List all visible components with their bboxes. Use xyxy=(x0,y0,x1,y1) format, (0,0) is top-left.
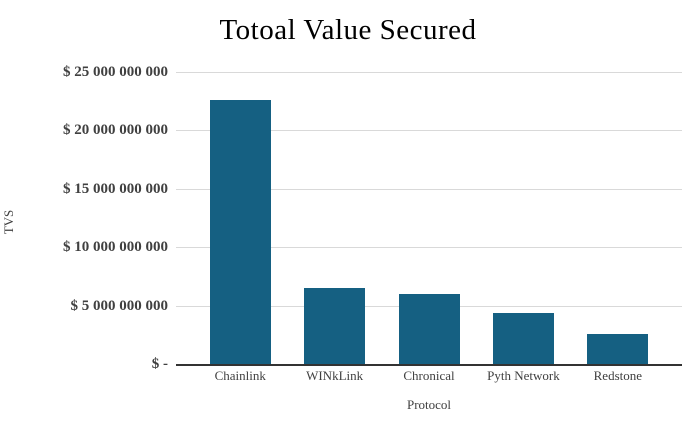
gridline xyxy=(176,72,682,73)
bar-slot xyxy=(382,72,476,364)
x-tick-label: Chainlink xyxy=(214,368,266,383)
bar-slot xyxy=(476,72,570,364)
y-tick-label: $ 25 000 000 000 xyxy=(63,64,168,80)
bar-slot xyxy=(193,72,287,364)
bar-series xyxy=(193,72,665,364)
y-tick-label: $ 10 000 000 000 xyxy=(63,239,168,256)
y-tick-label: $ 15 000 000 000 xyxy=(63,180,168,197)
chart-title: Totoal Value Secured xyxy=(219,14,477,46)
y-axis-tick-labels: $ 25 000 000 000 $ 20 000 000 000 $ 15 000… xyxy=(0,0,168,422)
gridline xyxy=(176,130,682,132)
y-tick-label: $ - xyxy=(151,356,168,372)
x-axis-title: Protocol xyxy=(406,397,452,412)
x-tick-label: WINkLink xyxy=(306,368,364,383)
bar-pyth-network xyxy=(492,312,554,364)
x-axis-line xyxy=(176,364,682,366)
gridline xyxy=(176,188,682,190)
plot-area xyxy=(176,72,682,366)
bar-slot xyxy=(571,72,665,364)
bar-winklink xyxy=(304,288,366,364)
bar-redstone xyxy=(587,333,649,364)
bar-slot xyxy=(287,72,381,364)
x-axis-tick-labels: Chainlink WINkLink Chronical Pyth Network Re… xyxy=(193,368,665,384)
x-tick-label: Redstone xyxy=(593,368,643,383)
bar-chainlink xyxy=(209,100,271,364)
x-tick-label: Chronical xyxy=(403,368,455,383)
bar-chronical xyxy=(398,293,460,364)
x-tick-label: Pyth Network xyxy=(487,368,560,383)
gridline xyxy=(176,247,682,249)
y-tick-label: $ 5 000 000 000 xyxy=(70,297,169,314)
y-tick-label: $ 20 000 000 000 xyxy=(63,122,168,139)
